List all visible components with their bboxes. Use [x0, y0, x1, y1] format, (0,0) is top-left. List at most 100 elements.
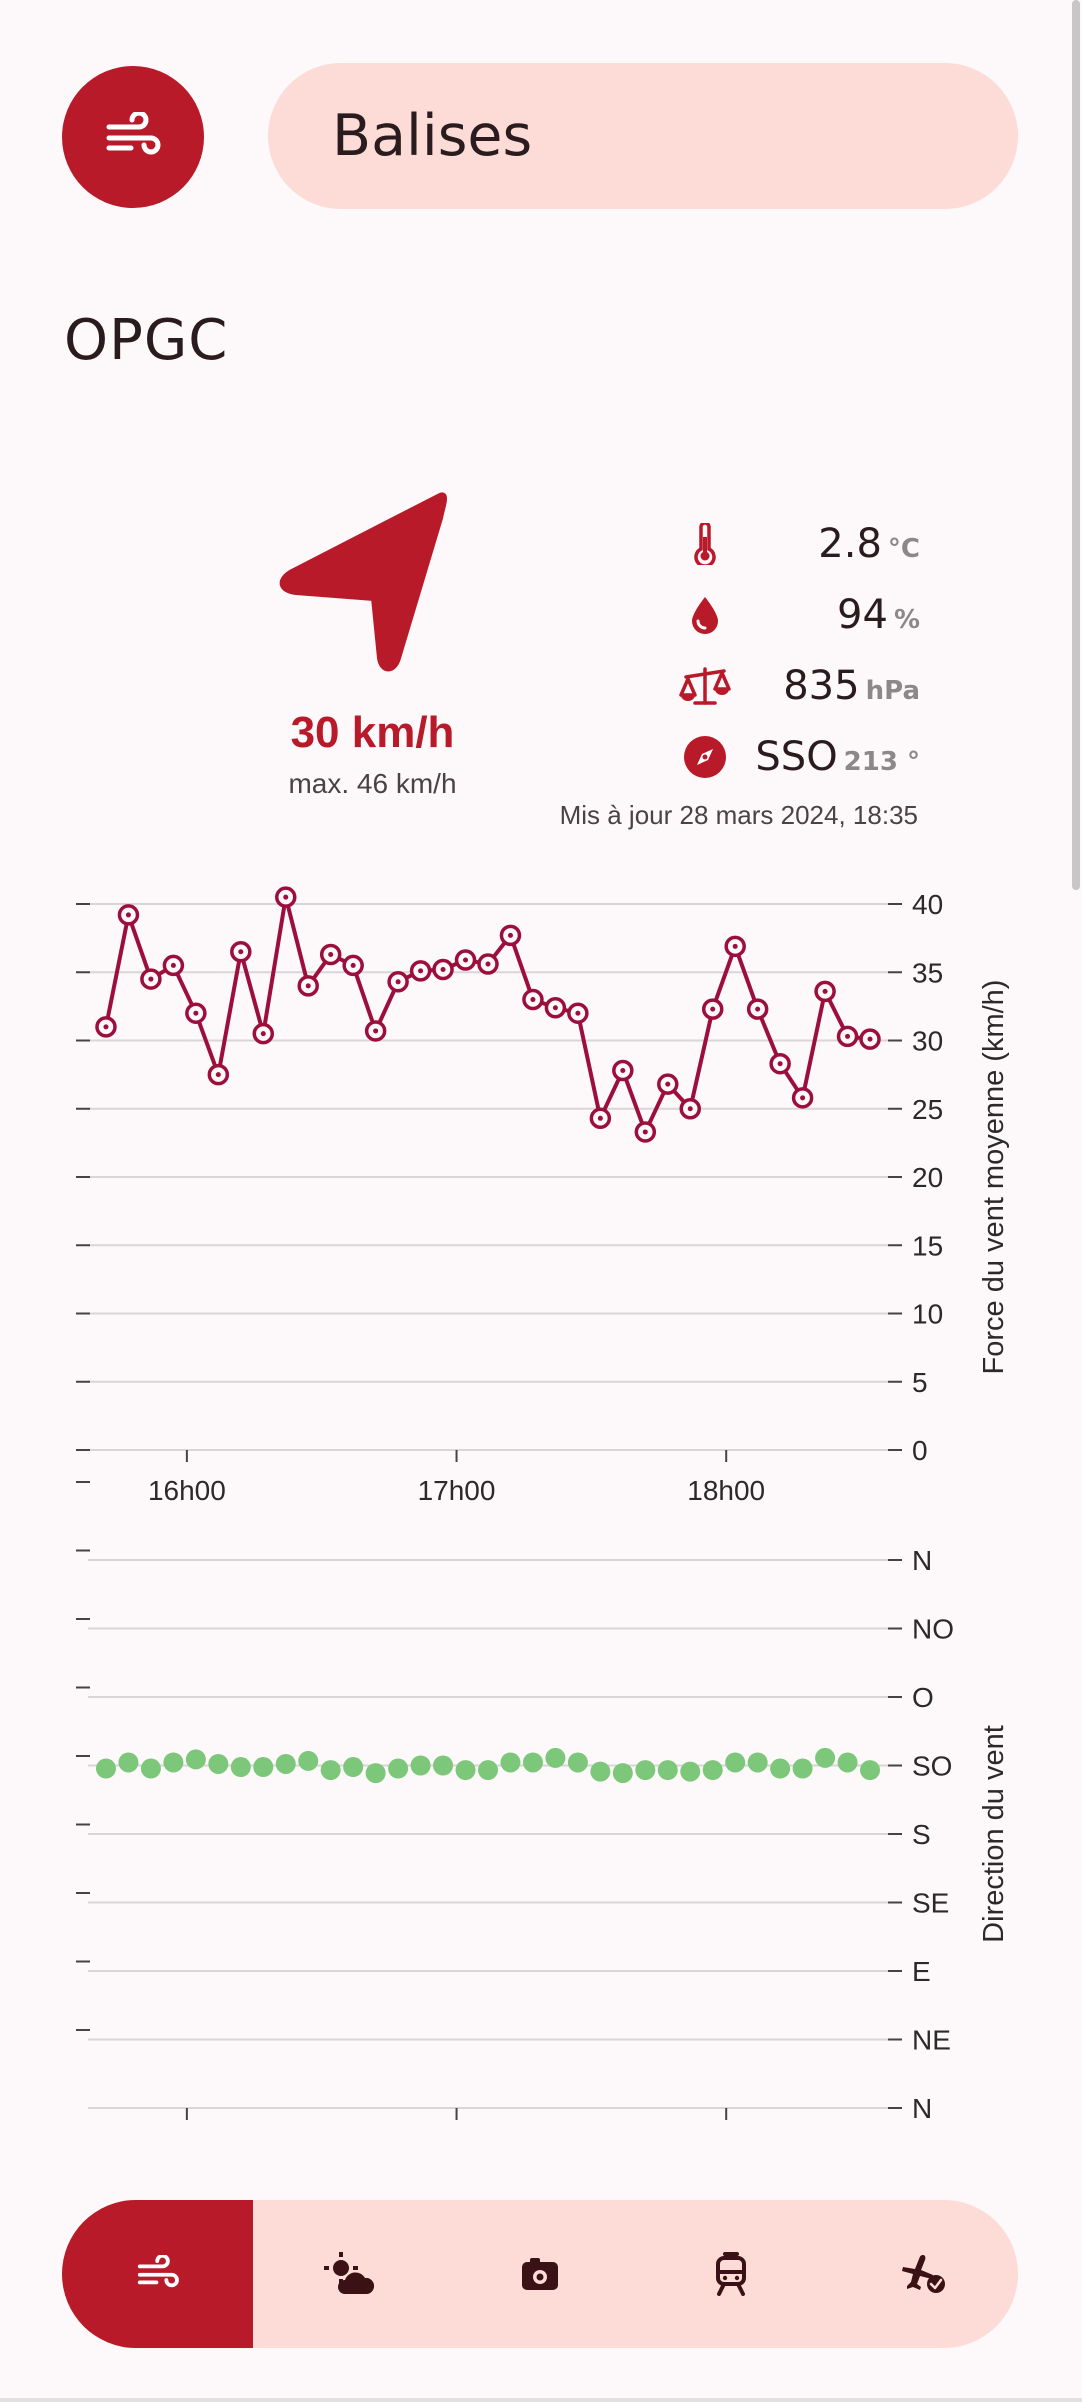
wind-direction-point [657, 1760, 678, 1781]
y-tick-label: 15 [912, 1230, 943, 1261]
bottom-navigation [62, 2200, 1018, 2348]
wind-speed-point-dot [485, 961, 491, 967]
train-icon [716, 2252, 747, 2296]
wind-direction-point [163, 1752, 184, 1773]
wind-speed-point-dot [530, 997, 536, 1003]
wind-speed-point-dot [463, 957, 469, 963]
y-tick-label: 5 [912, 1367, 928, 1398]
wind-speed-point-dot [575, 1010, 581, 1016]
y-category-label: SE [912, 1888, 949, 1919]
wind-direction-point [680, 1761, 701, 1782]
wind-speed-point-dot [103, 1024, 109, 1030]
wind-speed-point-dot [328, 952, 334, 958]
wind-direction-point [545, 1747, 566, 1768]
y-axis-label-speed: Force du vent moyenne (km/h) [978, 980, 1010, 1375]
webcam-icon [522, 2258, 558, 2290]
wind-direction-point [478, 1760, 498, 1781]
wind-icon [106, 112, 161, 155]
wind-speed-point-dot [665, 1081, 671, 1087]
wind-direction-point [95, 1758, 116, 1779]
wind-direction-point [770, 1758, 791, 1779]
weather-sun-cloud-icon [323, 2252, 374, 2294]
wind-icon [137, 2255, 179, 2288]
wind-direction-point [253, 1757, 274, 1778]
scrollbar[interactable] [1072, 0, 1080, 890]
wind-direction-point [702, 1760, 723, 1781]
wind-speed-point-dot [350, 962, 356, 968]
chart-clip-mask [0, 2134, 1000, 2160]
wind-speed-point-dot [395, 979, 401, 985]
wind-speed-point-dot [125, 912, 131, 918]
y-category-label: NO [912, 1614, 954, 1645]
nav-item-balises[interactable] [62, 2200, 254, 2348]
y-tick-label: 40 [912, 889, 943, 920]
wind-direction-point [792, 1758, 813, 1779]
station-name: OPGC [64, 308, 229, 373]
title-bar[interactable]: Balises [268, 63, 1018, 209]
wind-speed-point-dot [215, 1072, 221, 1078]
wind-speed-point-dot [777, 1061, 783, 1067]
wind-direction-point [298, 1750, 319, 1771]
last-updated: Mis à jour 28 mars 2024, 18:35 [559, 800, 918, 830]
wind-direction-point [320, 1760, 341, 1781]
wind-speed-point-dot [440, 967, 446, 973]
nav-item-webcams[interactable] [444, 2200, 635, 2348]
wind-speed-point-dot [148, 976, 154, 982]
x-tick-label: 18h00 [687, 1475, 765, 1506]
pressure-value: 835 [783, 663, 860, 709]
wind-direction-point [837, 1752, 858, 1773]
page-title: Balises [332, 103, 533, 169]
y-category-label: S [912, 1819, 931, 1850]
x-tick-label: 17h00 [418, 1475, 496, 1506]
wind-max-value: max. 46 km/h [288, 768, 457, 799]
wind-direction-point [500, 1752, 521, 1773]
wind-direction-point [185, 1749, 206, 1770]
humidity-row: 94% [660, 587, 920, 643]
wind-direction-point [522, 1752, 543, 1773]
wind-direction-arrow-icon [279, 492, 448, 672]
wind-speed-point-dot [620, 1068, 626, 1074]
airplane-check-icon [902, 2255, 946, 2293]
wind-speed-point-dot [597, 1115, 603, 1121]
thermometer-icon [694, 523, 716, 565]
wind-speed-point-dot [373, 1028, 379, 1034]
wind-speed-point-dot [305, 983, 311, 989]
x-tick-label: 16h00 [148, 1475, 226, 1506]
wind-speed-point-dot [642, 1129, 648, 1135]
wind-direction-point [208, 1753, 229, 1774]
wind-direction-point [433, 1755, 454, 1776]
wind-speed-point-dot [710, 1006, 716, 1012]
wind-speed-point-dot [867, 1036, 873, 1042]
nav-item-flights[interactable] [827, 2200, 1018, 2348]
y-tick-label: 20 [912, 1162, 943, 1193]
wind-speed-point-dot [170, 962, 176, 968]
wind-speed-point-dot [418, 968, 424, 974]
y-tick-label: 30 [912, 1026, 943, 1057]
wind-direction-point [388, 1758, 409, 1779]
temperature-row: 2.8 °C [660, 516, 920, 572]
wind-direction-point [365, 1763, 386, 1784]
wind-speed-point-dot [822, 988, 828, 994]
temperature-unit: °C [887, 534, 920, 564]
wind-direction-point [275, 1753, 296, 1774]
wind-speed-point-dot [732, 943, 738, 949]
system-gesture-bar [0, 2398, 1082, 2402]
nav-item-weather[interactable] [253, 2200, 444, 2348]
direction-value: SSO [755, 734, 838, 780]
wind-speed-point-dot [845, 1033, 851, 1039]
wind-direction-point [747, 1752, 768, 1773]
wind-direction-point [635, 1760, 656, 1781]
wind-direction-point [612, 1763, 633, 1784]
wind-speed-point-dot [193, 1010, 199, 1016]
wind-direction-point [725, 1752, 746, 1773]
app-menu-button[interactable] [62, 66, 204, 208]
y-category-label: N [912, 2093, 932, 2124]
wind-direction-point [118, 1752, 139, 1773]
scale-icon [679, 667, 731, 705]
y-category-label: NE [912, 2025, 951, 2056]
wind-direction-point [140, 1758, 161, 1779]
nav-item-transport[interactable] [636, 2200, 827, 2348]
charts: 0 5 10 15 20 25 30 35 40 16h00 17h00 18h00 Force du … [0, 886, 1010, 2160]
y-tick-label: 35 [912, 957, 943, 988]
wind-direction-point [567, 1752, 588, 1773]
